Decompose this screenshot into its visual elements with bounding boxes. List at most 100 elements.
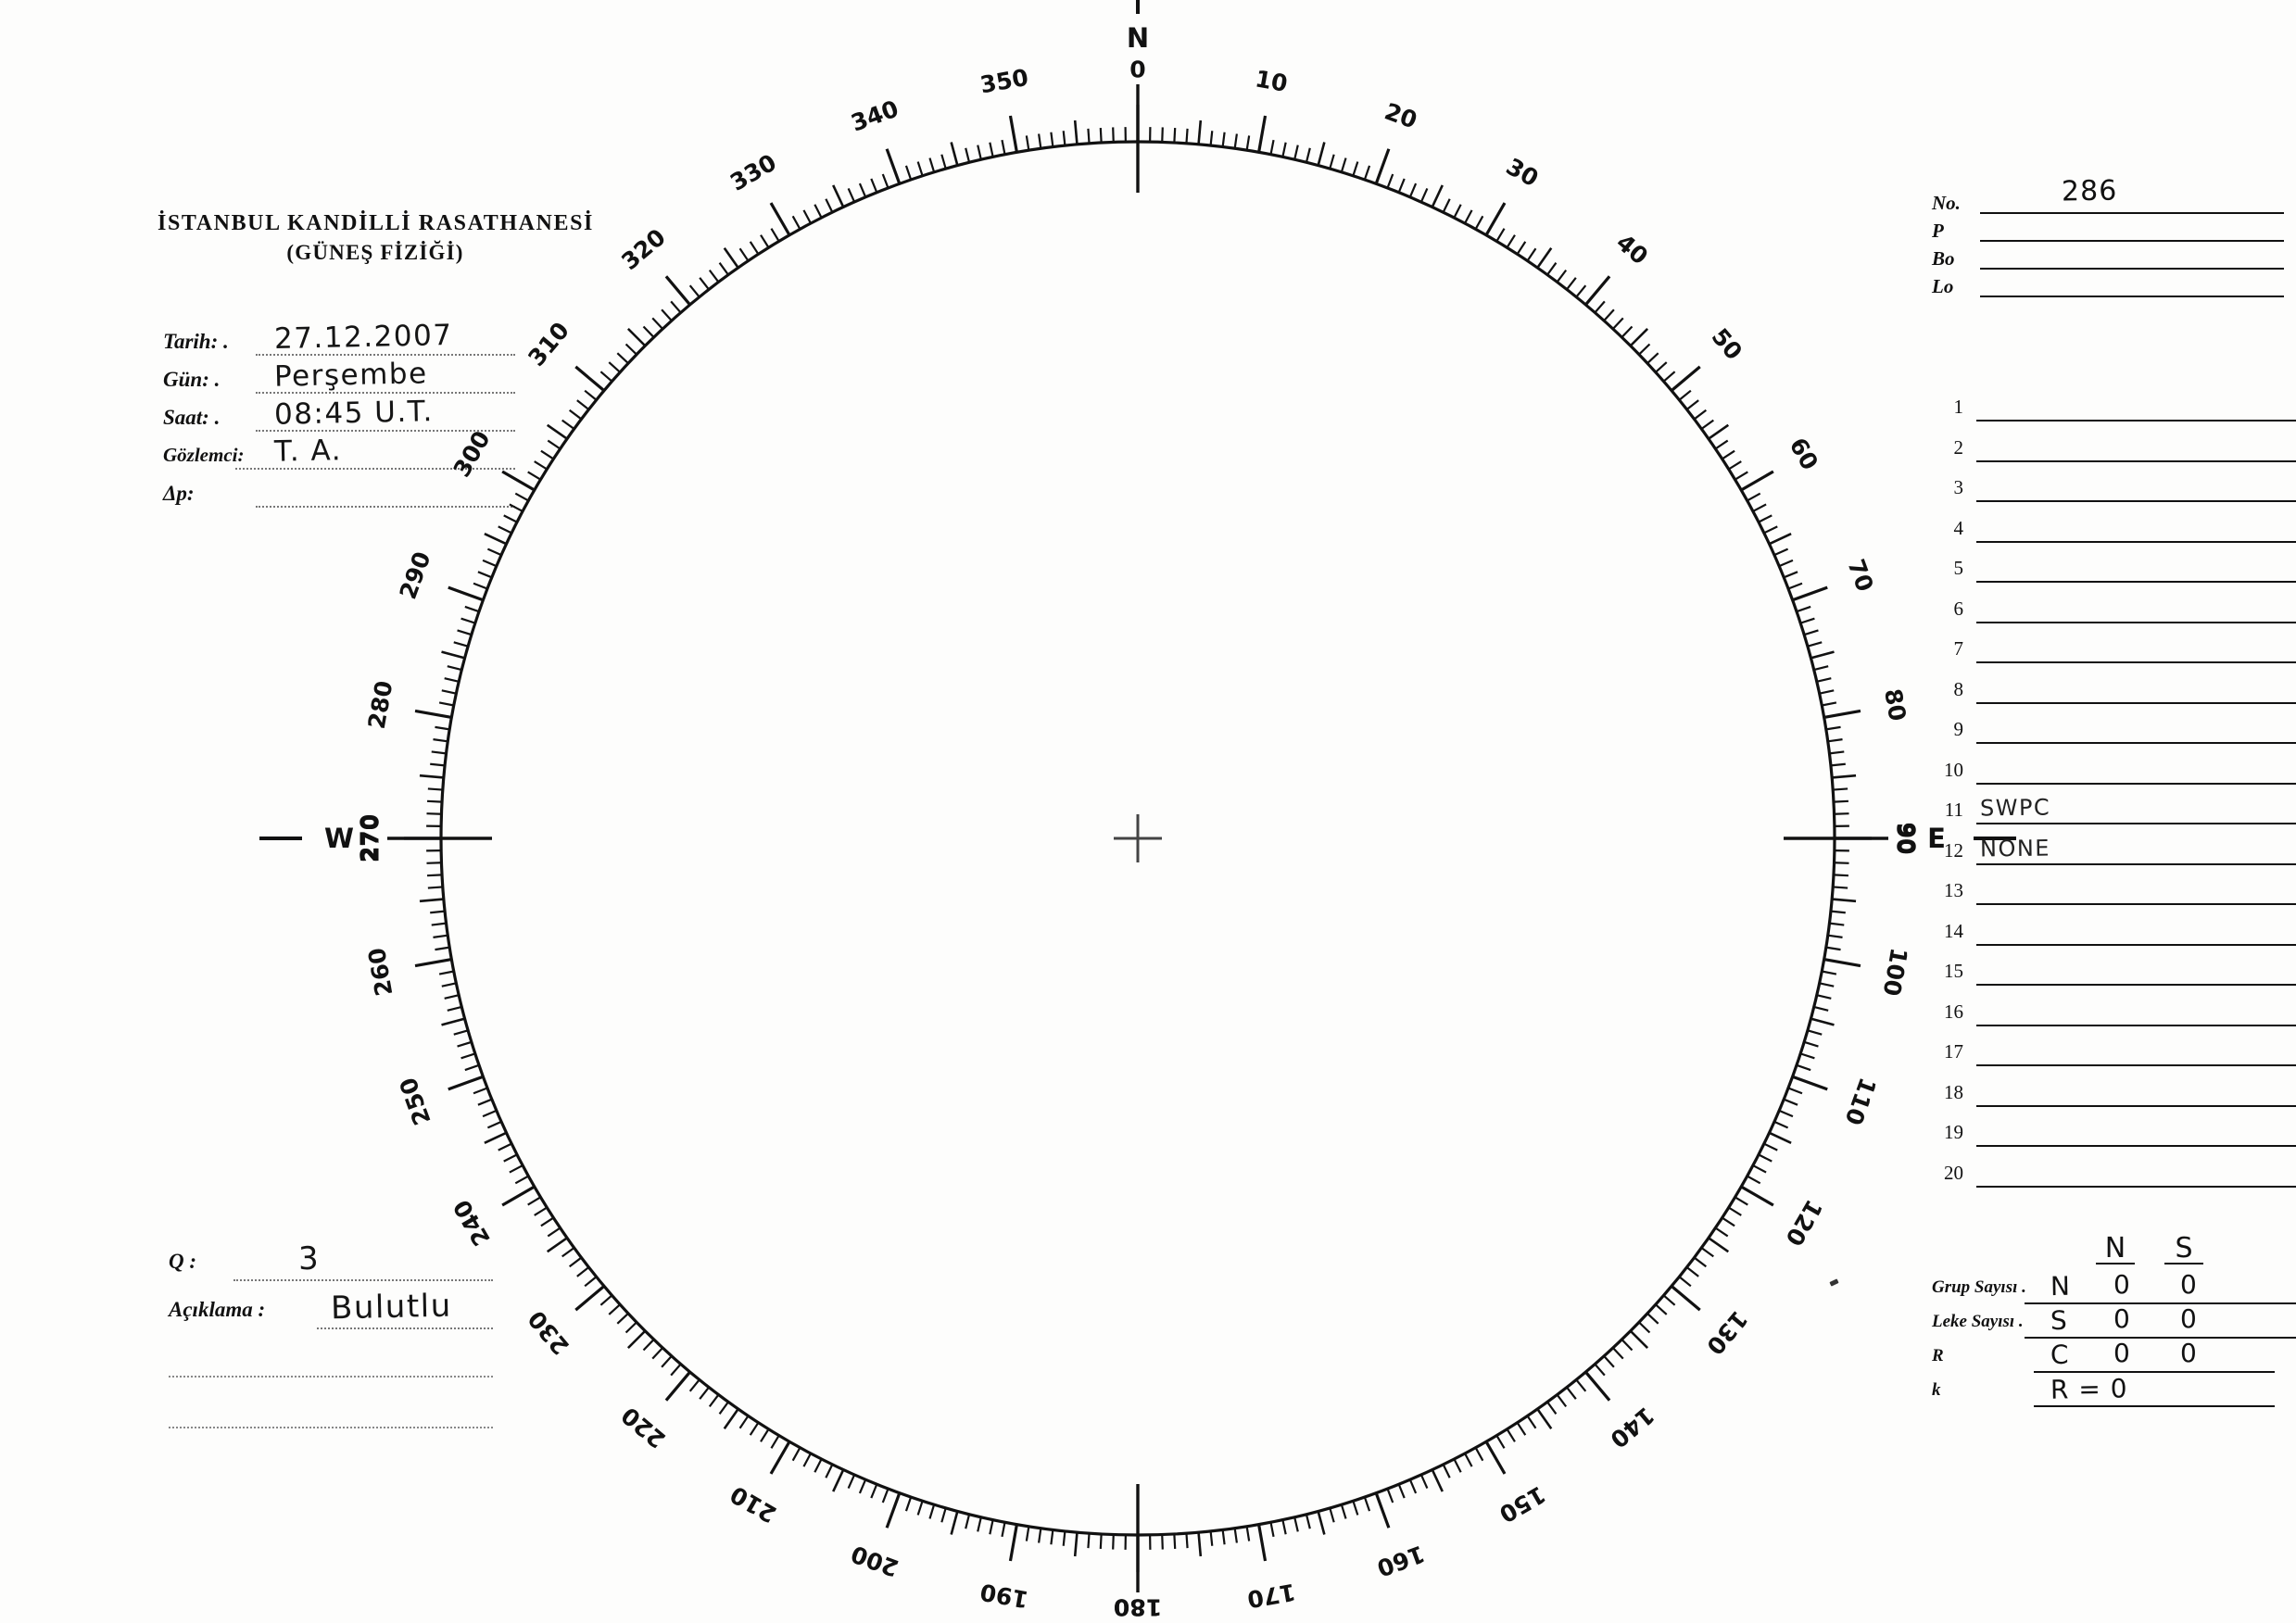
- row-value[interactable]: NONE: [1979, 834, 2051, 862]
- dial-tick-59: [1735, 471, 1748, 481]
- cardinal-degree-W: 270: [358, 814, 385, 862]
- summary-row-south-value[interactable]: 0: [2180, 1338, 2197, 1368]
- summary-row-south-value[interactable]: 0: [2180, 1269, 2197, 1300]
- dial-tick-98: [1827, 934, 1843, 938]
- dial-tick-296: [498, 525, 512, 535]
- dial-degree-label-40: 40: [1611, 229, 1653, 270]
- numbered-row-6[interactable]: 6: [1932, 596, 2296, 636]
- remark-blank-rule: [169, 1427, 493, 1428]
- numbered-row-2[interactable]: 2: [1932, 434, 2296, 475]
- numbered-row-7[interactable]: 7: [1932, 635, 2296, 676]
- form-label: Gözlemci:: [163, 444, 245, 466]
- summary-row-full-value[interactable]: R = 0: [2050, 1373, 2128, 1405]
- summary-row-north-value[interactable]: 0: [2113, 1303, 2130, 1334]
- summary-row-north-value[interactable]: 0: [2113, 1338, 2130, 1368]
- numbered-row-1[interactable]: 1: [1932, 394, 2296, 434]
- dial-tick-153: [1453, 1458, 1462, 1473]
- dial-tick-304: [547, 439, 561, 450]
- dial-degree-label-320: 320: [616, 223, 671, 275]
- numbered-row-11[interactable]: 11 SWPC: [1932, 794, 2296, 837]
- dial-tick-221: [670, 1363, 682, 1377]
- summary-row-north-value[interactable]: 0: [2113, 1269, 2130, 1300]
- dial-tick-93: [1833, 874, 1849, 877]
- cardinal-degree-N: 0: [1129, 57, 1145, 83]
- record-header-value[interactable]: 286: [2061, 174, 2118, 208]
- numbered-row-14[interactable]: 14: [1932, 918, 2296, 959]
- dial-tick-113: [1778, 1109, 1794, 1118]
- row-value[interactable]: SWPC: [1979, 794, 2051, 822]
- dial-tick-267: [426, 874, 443, 877]
- dial-tick-108: [1799, 1052, 1815, 1060]
- dial-tick-119: [1747, 1175, 1761, 1185]
- numbered-row-10[interactable]: 10: [1932, 757, 2296, 798]
- dial-tick-65: [1768, 533, 1792, 546]
- dial-tick-44: [1621, 325, 1634, 338]
- summary-row-3[interactable]: k R = 0: [1932, 1373, 2293, 1412]
- remark-value[interactable]: 3: [297, 1239, 321, 1278]
- dial-tick-120: [1740, 1185, 1774, 1207]
- dial-tick-353: [1050, 132, 1054, 147]
- summary-row-2[interactable]: R C 0 0: [1932, 1338, 2293, 1378]
- remark-blank-row-1[interactable]: [169, 1393, 493, 1444]
- numbered-row-19[interactable]: 19: [1932, 1119, 2296, 1160]
- dial-tick-231: [584, 1276, 598, 1288]
- numbered-row-16[interactable]: 16: [1932, 999, 2296, 1039]
- numbered-row-17[interactable]: 17: [1932, 1038, 2296, 1079]
- numbered-row-13[interactable]: 13: [1932, 877, 2296, 918]
- dial-tick-318: [661, 308, 673, 321]
- remark-value[interactable]: Bulutlu: [330, 1287, 453, 1327]
- form-value[interactable]: Perşembe: [273, 357, 428, 394]
- row-rule: [1976, 1145, 2296, 1147]
- row-rule: [1976, 661, 2296, 663]
- summary-row-south-value[interactable]: 0: [2180, 1303, 2197, 1334]
- dial-tick-218: [699, 1386, 710, 1400]
- form-value[interactable]: 08:45 U.T.: [273, 395, 435, 432]
- dial-tick-166: [1305, 1514, 1311, 1529]
- dial-tick-74: [1807, 641, 1823, 648]
- numbered-row-5[interactable]: 5: [1932, 555, 2296, 596]
- summary-row-1[interactable]: Leke Sayısı . S 0 0: [1932, 1303, 2296, 1343]
- remark-label: Açıklama :: [169, 1298, 266, 1321]
- summary-row-code[interactable]: C: [2050, 1339, 2069, 1371]
- summary-row-code[interactable]: S: [2050, 1304, 2068, 1337]
- numbered-row-4[interactable]: 4: [1932, 515, 2296, 556]
- row-rule: [1976, 581, 2296, 583]
- dial-tick-149: [1495, 1435, 1506, 1449]
- dial-tick-277: [431, 750, 447, 755]
- row-number: 11: [1944, 799, 1963, 821]
- dial-tick-201: [881, 1488, 889, 1503]
- form-value[interactable]: T. A.: [273, 434, 343, 469]
- numbered-row-3[interactable]: 3: [1932, 474, 2296, 515]
- dial-tick-102: [1819, 982, 1835, 988]
- dial-tick-62: [1752, 503, 1767, 512]
- dial-degree-label-310: 310: [523, 317, 574, 371]
- dial-tick-142: [1566, 1386, 1577, 1400]
- summary-row-0[interactable]: Grup Sayısı . N 0 0: [1932, 1269, 2296, 1309]
- remark-label: Q :: [169, 1250, 197, 1273]
- row-number: 20: [1944, 1161, 1963, 1184]
- record-header-label: Bo: [1932, 247, 1955, 270]
- remark-blank-row-0[interactable]: [169, 1342, 493, 1393]
- summary-col-header-underline: [2096, 1263, 2135, 1264]
- record-header-panel: No. 286 P Bo Lo: [1932, 174, 2284, 301]
- numbered-row-18[interactable]: 18: [1932, 1079, 2296, 1120]
- numbered-row-12[interactable]: 12 NONE: [1932, 834, 2296, 878]
- dial-tick-320: [664, 275, 691, 306]
- form-value[interactable]: 27.12.2007: [273, 318, 453, 357]
- dial-tick-263: [431, 922, 447, 926]
- summary-row-code[interactable]: N: [2050, 1270, 2071, 1302]
- dial-tick-194: [965, 1514, 971, 1529]
- summary-col-header-S: S: [2158, 1232, 2210, 1264]
- dial-tick-348: [989, 142, 994, 157]
- numbered-row-9[interactable]: 9: [1932, 716, 2296, 757]
- numbered-row-20[interactable]: 20: [1932, 1160, 2296, 1201]
- numbered-row-8[interactable]: 8: [1932, 676, 2296, 717]
- dial-tick-264: [430, 910, 446, 914]
- dial-tick-329: [770, 228, 780, 242]
- numbered-row-15[interactable]: 15: [1932, 958, 2296, 999]
- dial-tick-260: [414, 958, 452, 968]
- dial-tick-303: [540, 449, 554, 460]
- form-row-4: Δp:: [163, 478, 515, 516]
- dial-tick-47: [1646, 352, 1659, 364]
- remark-row-0: Q : 3: [169, 1240, 493, 1294]
